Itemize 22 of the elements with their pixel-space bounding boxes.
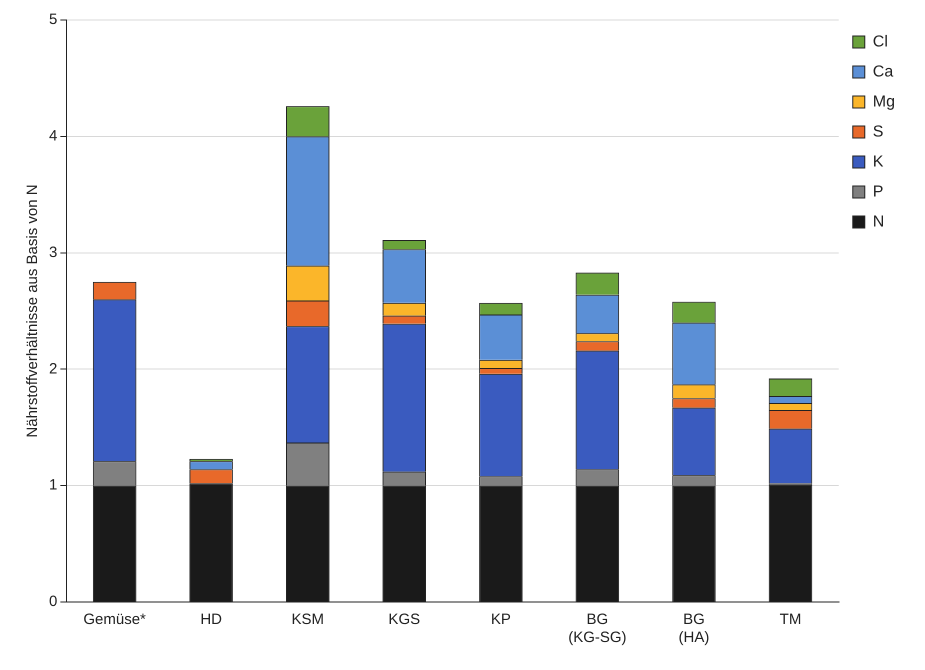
- y-axis-title: Nährstoffverhältnisse aus Basis von N: [24, 184, 42, 438]
- y-tick-label: 3: [49, 244, 58, 261]
- legend-label: Mg: [872, 93, 896, 110]
- y-tick-label: 1: [49, 476, 58, 494]
- x-tick-label: BG (HA): [678, 611, 710, 646]
- x-tick-label: Gemüse*: [83, 611, 146, 628]
- x-tick-label: KSM: [291, 611, 324, 628]
- y-tick-label: 2: [49, 360, 58, 378]
- x-tick-label: KP: [490, 611, 511, 628]
- y-tick-label: 4: [49, 128, 58, 145]
- legend-label: S: [872, 123, 884, 140]
- legend-label: N: [872, 213, 884, 230]
- x-tick-label: BG (KG-SG): [568, 611, 627, 646]
- x-tick-label: TM: [780, 611, 802, 628]
- x-tick-label: HD: [200, 611, 222, 628]
- y-tick-label: 0: [49, 593, 58, 610]
- y-tick-label: 5: [49, 11, 58, 28]
- legend-label: Ca: [872, 63, 894, 80]
- x-tick-label: KGS: [388, 611, 420, 628]
- legend-label: Cl: [872, 33, 888, 50]
- legend-label: K: [872, 153, 884, 170]
- legend-label: P: [872, 183, 884, 200]
